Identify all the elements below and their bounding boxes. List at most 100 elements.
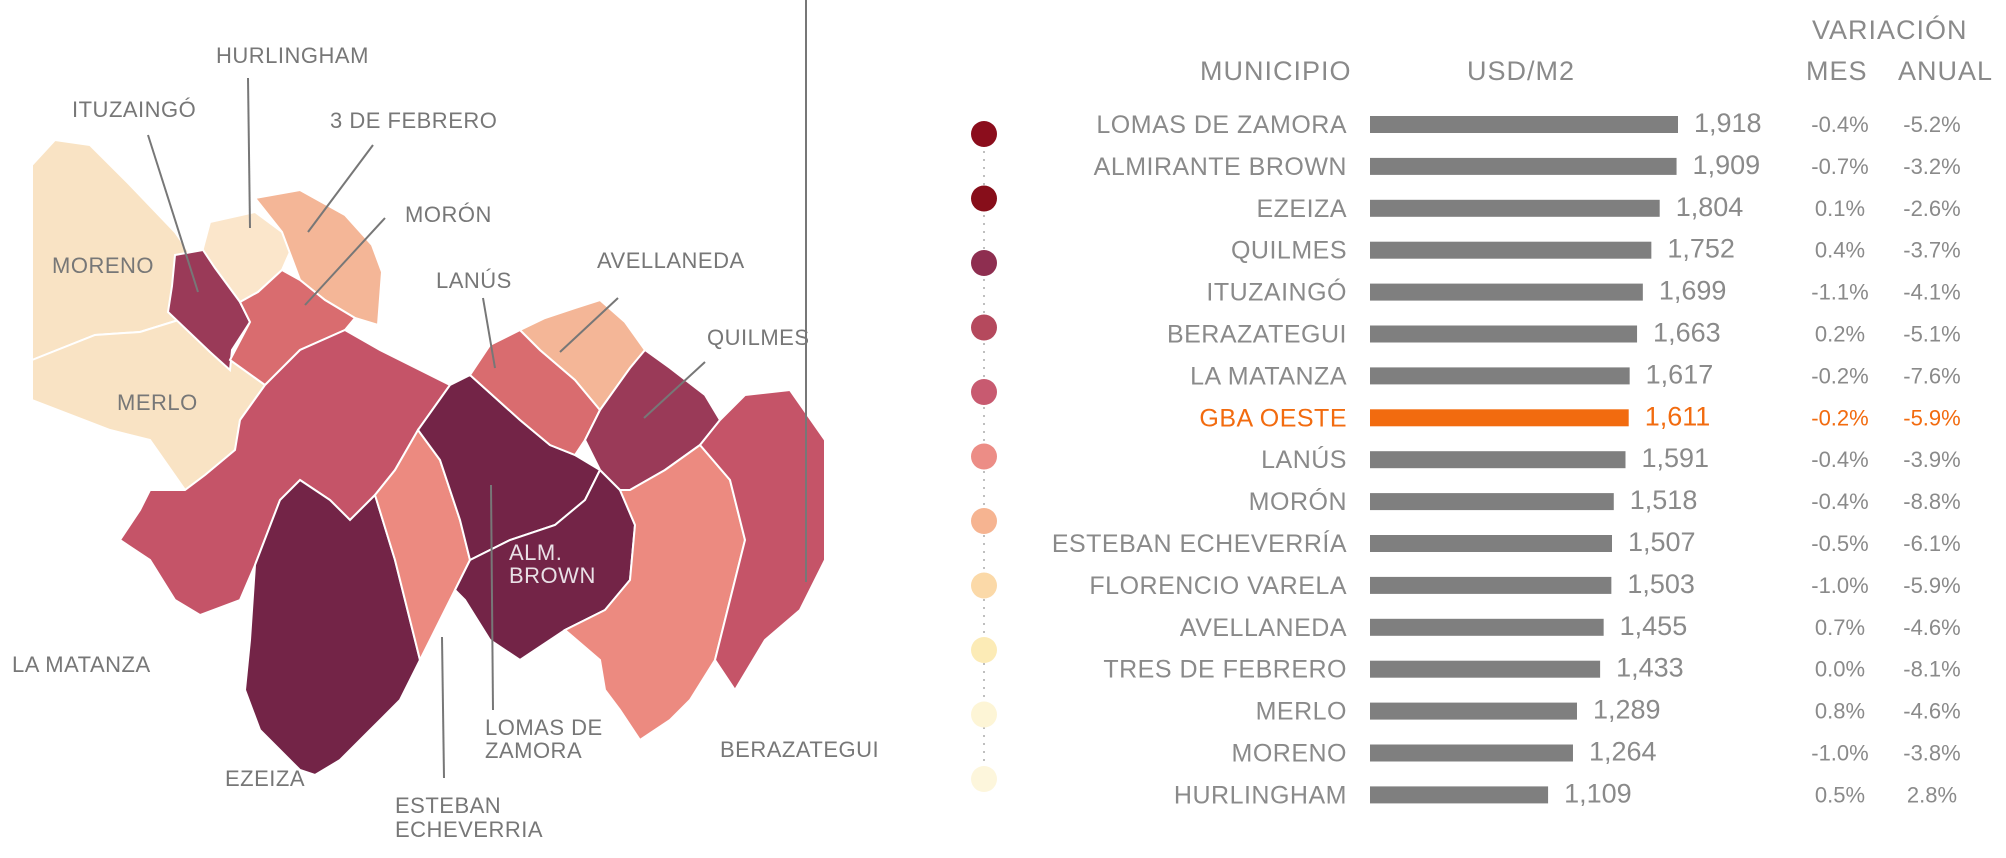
bar-rows: LOMAS DE ZAMORA 1,918 -0.4% -5.2% ALMIRANTE … — [1052, 108, 1961, 809]
variacion-anual: -8.1% — [1903, 657, 1960, 682]
legend-dot — [971, 766, 997, 792]
row-name: HURLINGHAM — [1174, 781, 1347, 809]
header-anual: ANUAL — [1898, 56, 1993, 86]
legend-dot — [971, 637, 997, 663]
variacion-anual: -3.8% — [1903, 741, 1960, 766]
map-label-merlo: MERLO — [117, 390, 198, 415]
legend-dot — [971, 314, 997, 341]
bar-value-label: 1,617 — [1646, 359, 1714, 389]
bar-value-label: 1,752 — [1667, 234, 1735, 264]
legend-dot — [971, 379, 997, 405]
map-label-hurlingham: HURLINGHAM — [216, 43, 369, 68]
row-name: LA MATANZA — [1190, 362, 1347, 390]
bar — [1370, 241, 1652, 259]
bar — [1370, 409, 1629, 427]
variacion-mes: 0.4% — [1815, 238, 1865, 263]
bar — [1370, 576, 1612, 594]
legend-dot — [971, 572, 997, 599]
leader-tres-de-febrero — [307, 144, 374, 233]
variacion-anual: -7.6% — [1903, 363, 1960, 388]
map-label-moreno: MORENO — [52, 253, 154, 278]
legend-dot — [971, 121, 997, 147]
leader-esteban — [441, 636, 445, 779]
bar — [1370, 157, 1677, 175]
bar-value-label: 1,663 — [1653, 318, 1721, 348]
legend-dot — [971, 250, 997, 276]
bar — [1370, 325, 1638, 343]
map-label-berazategui: BERAZATEGUI — [720, 737, 879, 762]
bar-value-label: 1,264 — [1589, 737, 1657, 767]
variacion-anual: -2.6% — [1903, 196, 1960, 221]
bar-value-label: 1,909 — [1693, 150, 1761, 180]
variacion-mes: -0.2% — [1811, 405, 1868, 430]
bar — [1370, 702, 1577, 720]
variacion-anual: -3.9% — [1903, 447, 1960, 472]
map-label-avellaneda: AVELLANEDA — [597, 248, 745, 273]
variacion-mes: 0.8% — [1815, 699, 1865, 724]
bar — [1370, 618, 1604, 636]
bar-value-label: 1,699 — [1659, 276, 1727, 306]
header-usd: USD/M2 — [1467, 56, 1575, 86]
variacion-mes: -1.0% — [1811, 573, 1868, 598]
row-name: ITUZAINGÓ — [1206, 278, 1347, 307]
row-name: LOMAS DE ZAMORA — [1096, 111, 1347, 139]
region-tres-de-febrero — [253, 188, 384, 327]
row-name: MERLO — [1256, 698, 1347, 726]
variacion-mes: -0.4% — [1811, 447, 1868, 472]
leader-ituzaingo — [147, 134, 199, 293]
bar-value-label: 1,503 — [1627, 569, 1695, 599]
leader-moron — [304, 217, 386, 306]
bar — [1370, 116, 1678, 133]
map-label-alm-brown-1: ALM. — [509, 540, 562, 565]
row-name: LANÚS — [1261, 445, 1347, 474]
variacion-anual: -5.9% — [1903, 405, 1960, 430]
legend-dot — [971, 701, 997, 728]
bar-value-label: 1,591 — [1641, 443, 1709, 473]
row-name: AVELLANEDA — [1180, 614, 1347, 642]
variacion-anual: -4.6% — [1903, 615, 1960, 640]
leader-quilmes — [643, 361, 706, 419]
header-mes: MES — [1806, 56, 1868, 86]
bar-value-label: 1,611 — [1645, 401, 1711, 431]
region-ituzaingo — [166, 248, 252, 373]
municipality-map: HURLINGHAM ITUZAINGÓ 3 DE FEBRERO MORÓN … — [12, 0, 879, 842]
map-label-esteban-2: ECHEVERRIA — [395, 817, 543, 842]
row-name: EZEIZA — [1256, 195, 1347, 223]
bar-value-label: 1,455 — [1620, 611, 1688, 641]
variacion-anual: -6.1% — [1903, 531, 1960, 556]
legend-dots — [971, 121, 997, 792]
variacion-mes: -0.5% — [1811, 531, 1868, 556]
map-label-esteban-1: ESTEBAN — [395, 793, 501, 818]
map-label-quilmes: QUILMES — [707, 325, 810, 350]
bar — [1370, 660, 1601, 678]
variacion-mes: 0.7% — [1815, 615, 1865, 640]
legend-dot — [971, 508, 997, 534]
row-name: GBA OESTE — [1199, 404, 1347, 432]
map-label-ituzaingo: ITUZAINGÓ — [72, 97, 196, 122]
leader-lanus — [482, 297, 496, 369]
bar — [1370, 283, 1643, 301]
variacion-mes: 0.5% — [1815, 782, 1865, 807]
row-name: ESTEBAN ECHEVERRÍA — [1052, 529, 1347, 558]
bar-value-label: 1,507 — [1628, 527, 1696, 557]
header-variacion: VARIACIÓN — [1812, 14, 1968, 45]
row-name: MORÓN — [1249, 487, 1347, 516]
legend-dot — [971, 185, 997, 212]
variacion-mes: 0.1% — [1815, 196, 1865, 221]
bar — [1370, 535, 1612, 552]
variacion-mes: -0.4% — [1811, 112, 1868, 137]
variacion-mes: 0.2% — [1815, 322, 1865, 347]
variacion-mes: 0.0% — [1815, 657, 1865, 682]
leader-avellaneda — [559, 297, 619, 353]
map-label-la-matanza: LA MATANZA — [12, 652, 151, 677]
bar-value-label: 1,918 — [1694, 108, 1762, 138]
bar-value-label: 1,518 — [1630, 485, 1698, 515]
bar-value-label: 1,289 — [1593, 695, 1661, 725]
leader-hurlingham — [247, 77, 251, 229]
bar — [1370, 199, 1660, 217]
bar-value-label: 1,109 — [1564, 778, 1632, 808]
map-label-ezeiza: EZEIZA — [225, 766, 305, 791]
variacion-anual: 2.8% — [1907, 782, 1957, 807]
bar-value-label: 1,804 — [1676, 192, 1744, 222]
variacion-anual: -3.7% — [1903, 238, 1960, 263]
